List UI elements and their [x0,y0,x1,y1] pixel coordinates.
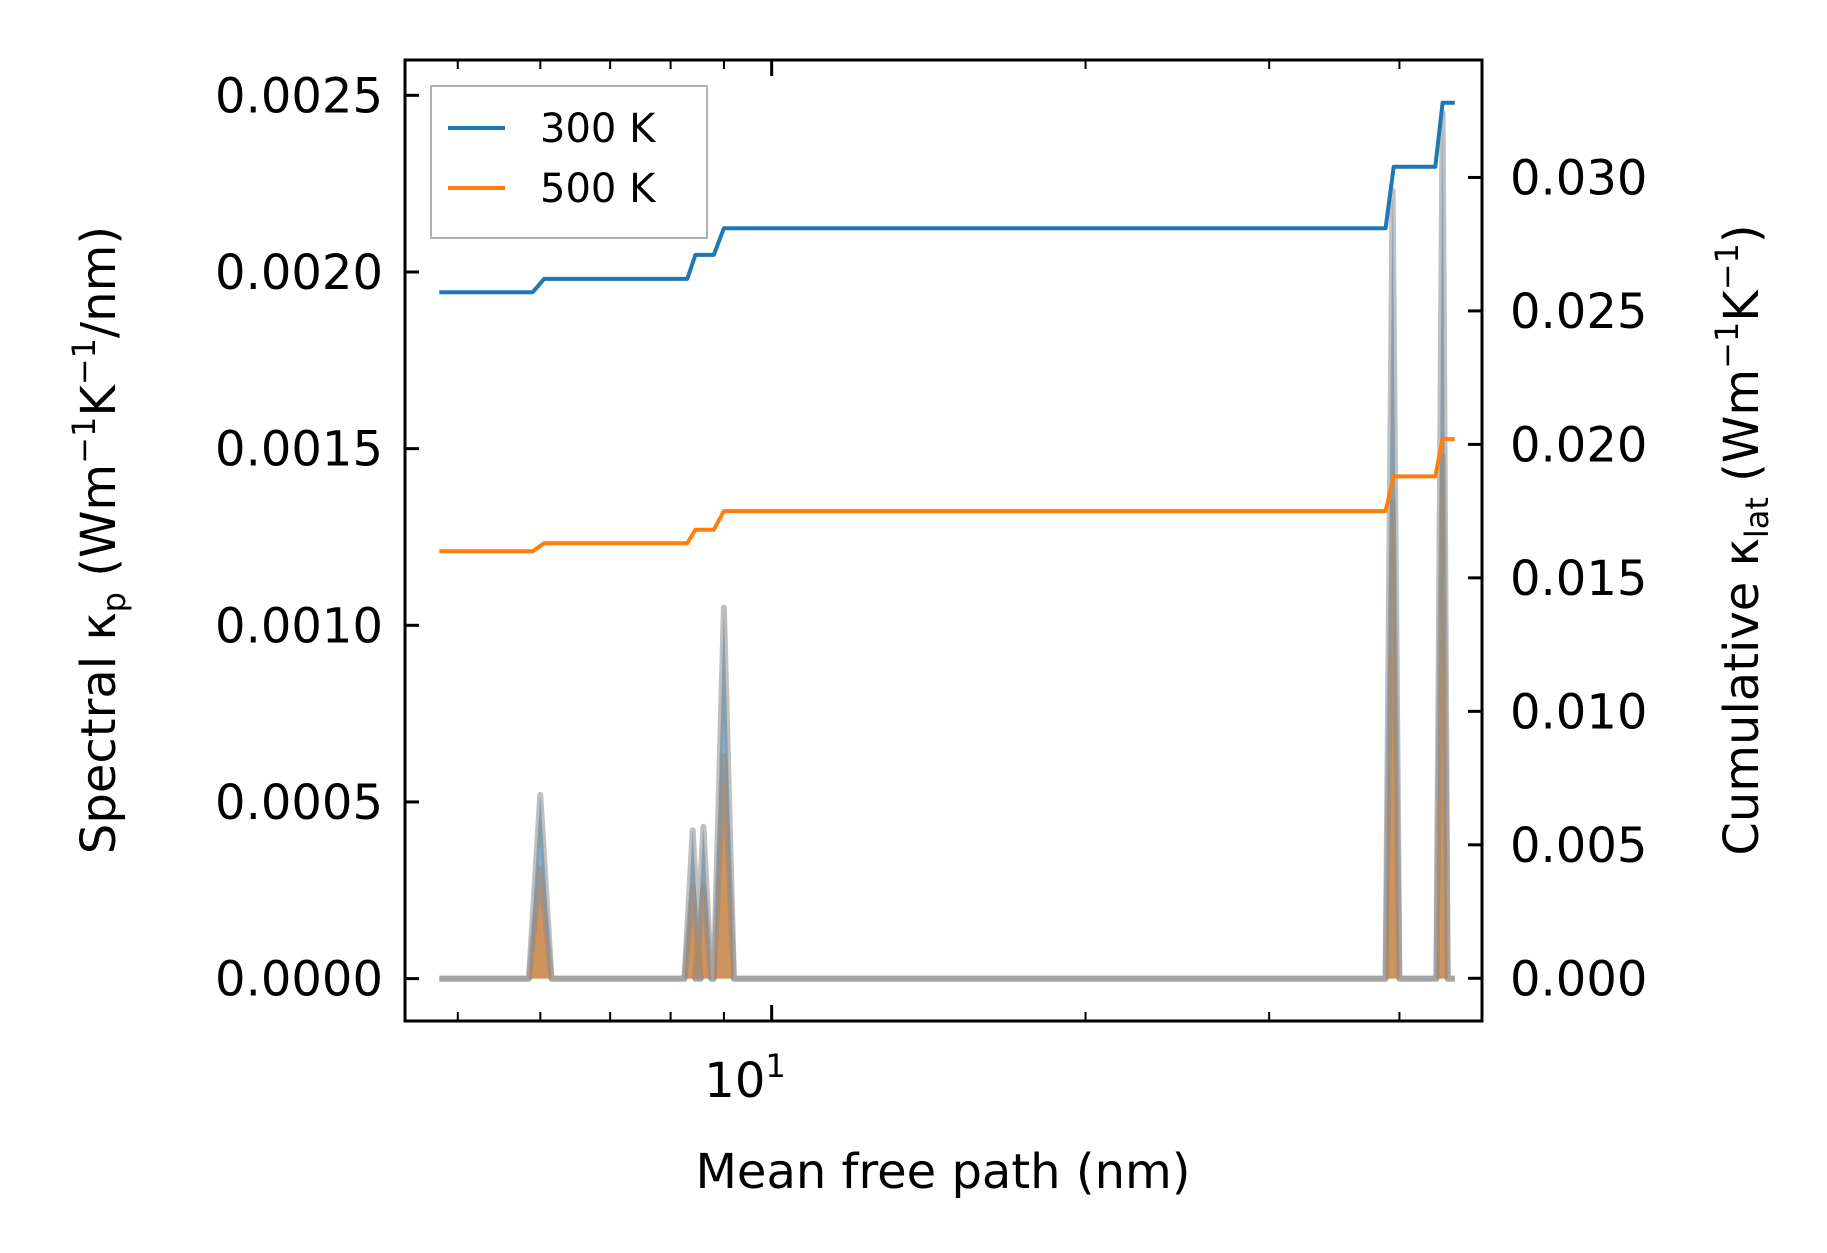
right-y-tick-label: 0.015 [1510,551,1647,607]
spectral-outline-500k [439,452,1455,982]
spectral-fill-500k [439,455,1455,979]
legend-box [430,85,708,239]
right-y-tick-label: 0.010 [1510,684,1647,740]
left-y-tick-label: 0.0025 [215,68,383,124]
legend-label-500k: 500 K [540,166,657,212]
left-y-axis-label: Spectral κp (Wm−1K−1/nm) [65,226,133,854]
left-y-tick-label: 0.0005 [215,775,383,831]
right-y-tick-label: 0.030 [1510,150,1647,206]
cumulative-line-300k [439,100,1455,295]
right-y-tick-label: 0.025 [1510,284,1647,340]
right-y-tick-label: 0.020 [1510,417,1647,473]
right-y-tick-label: 0.005 [1510,818,1647,874]
x-tick-base: 10 [704,1053,765,1109]
x-tick-exponent: 1 [765,1047,785,1085]
cumulative-line-500k [439,437,1455,554]
left-y-tick-label: 0.0015 [215,422,383,478]
left-y-tick-label: 0.0000 [215,952,383,1008]
legend-label-300k: 300 K [540,106,657,152]
left-y-tick-label: 0.0010 [215,598,383,654]
right-y-tick-label: 0.000 [1510,951,1647,1007]
legend: 300 K 500 K [430,85,708,239]
left-y-tick-label: 0.0020 [215,245,383,301]
axis-ticks-layer: 0.0000 0.0005 0.0010 0.0015 0.0020 0.0025 0.00… [215,60,1647,1021]
cumulative-series-layer [439,100,1455,554]
spectral-series-layer [439,110,1455,982]
right-y-axis-label: Cumulative κlat (Wm−1K−1) [1708,224,1776,855]
x-tick-label: 101 [704,1047,785,1109]
plot-frame [403,58,1484,1023]
x-axis-label: Mean free path (nm) [696,1144,1191,1200]
